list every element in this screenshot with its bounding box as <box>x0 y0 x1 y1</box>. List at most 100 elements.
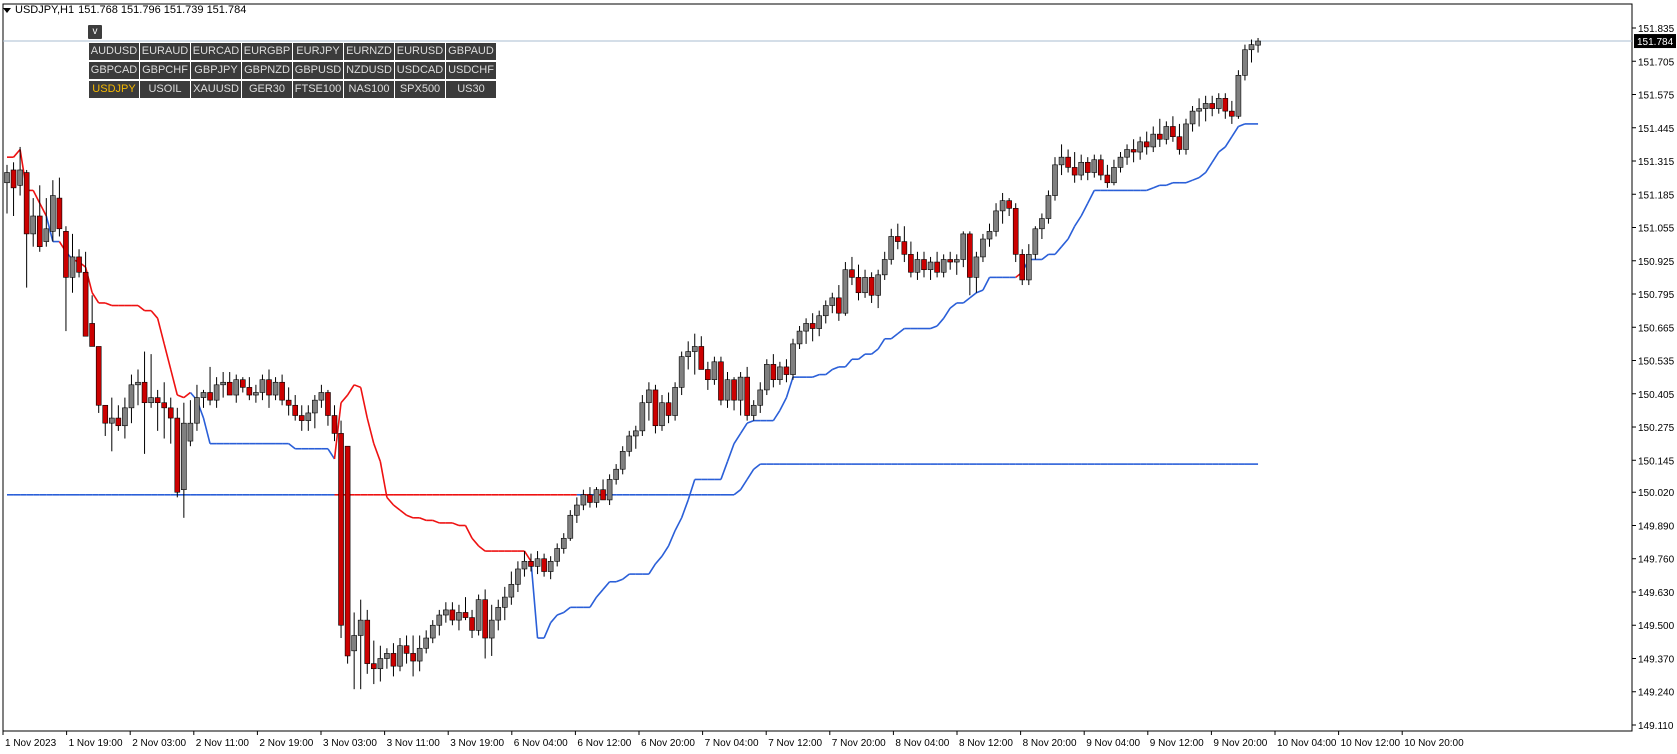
candle <box>953 254 960 275</box>
trail-line-1-segment <box>825 368 833 376</box>
y-tick-label: 150.795 <box>1638 290 1675 301</box>
symbol-button-usdjpy[interactable]: USDJPY <box>89 81 139 98</box>
symbol-button-ger30[interactable]: GER30 <box>242 81 292 98</box>
candle-body <box>1229 110 1235 117</box>
trail-line-1-segment <box>674 517 683 531</box>
candle-body <box>1209 103 1215 109</box>
chart-frame <box>2 3 1633 732</box>
x-tick-label: 9 Nov 20:00 <box>1213 738 1267 749</box>
symbol-button-eurcad[interactable]: EURCAD <box>191 43 241 60</box>
candle-body <box>894 236 901 242</box>
panel-collapse-button[interactable]: v <box>88 25 102 39</box>
candle <box>331 405 338 442</box>
trail-line-1-segment <box>12 148 21 158</box>
candle-body <box>148 397 154 404</box>
current-price-tag <box>1634 34 1676 49</box>
trail-line-1-segment <box>871 348 879 355</box>
symbol-button-ftse100[interactable]: FTSE100 <box>293 81 343 98</box>
candle-body <box>456 612 462 621</box>
symbol-button-us30[interactable]: US30 <box>446 81 496 98</box>
candle-body <box>875 274 881 296</box>
trail-line-1-segment <box>877 338 886 350</box>
trail-line-2-segment <box>746 468 755 480</box>
symbol-button-eurnzd[interactable]: EURNZD <box>344 43 394 60</box>
candle-body <box>167 407 174 419</box>
candle-body <box>921 259 927 271</box>
trail-line-1-segment <box>137 304 146 312</box>
symbol-button-usdchf[interactable]: USDCHF <box>446 62 496 79</box>
candle <box>1098 154 1104 181</box>
candle-body <box>109 417 115 424</box>
candle-body <box>718 361 724 401</box>
symbol-button-eurgbp[interactable]: EURGBP <box>242 43 292 60</box>
symbol-button-gbpusd[interactable]: GBPUSD <box>293 62 343 79</box>
candle <box>1150 126 1157 153</box>
candle-body <box>259 379 266 393</box>
candle <box>960 231 967 268</box>
candle-body <box>1006 200 1012 209</box>
candle-body <box>803 323 809 332</box>
candle-body <box>953 259 960 263</box>
candle <box>102 404 109 436</box>
candle <box>1058 144 1065 176</box>
candle <box>501 586 508 621</box>
candle <box>397 638 403 672</box>
candle-body <box>194 397 200 424</box>
trail-line-1-segment <box>359 387 369 419</box>
y-tick-label: 150.925 <box>1638 257 1675 268</box>
candle-body <box>999 200 1006 212</box>
trail-line-1-segment <box>936 317 945 327</box>
symbol-button-usdcad[interactable]: USDCAD <box>395 62 445 79</box>
trail-line-1-segment <box>589 596 598 608</box>
candle-body <box>1163 126 1170 140</box>
trail-line-1-segment <box>163 343 172 370</box>
candle-body <box>1084 161 1091 173</box>
candle-body <box>351 635 357 652</box>
symbol-button-gbpcad[interactable]: GBPCAD <box>89 62 139 79</box>
candle-body <box>829 297 836 306</box>
symbol-button-gbpjpy[interactable]: GBPJPY <box>191 62 241 79</box>
trail-line-1-segment <box>930 325 938 330</box>
symbol-button-euraud[interactable]: EURAUD <box>140 43 190 60</box>
candle-body <box>993 210 999 232</box>
candle <box>934 251 940 278</box>
symbol-button-eurusd[interactable]: EURUSD <box>395 43 445 60</box>
candle-body <box>849 269 855 278</box>
candle-body <box>1058 156 1065 166</box>
trail-line-1-segment <box>45 215 54 242</box>
symbol-button-gbpnzd[interactable]: GBPNZD <box>242 62 292 79</box>
symbol-button-audusd[interactable]: AUDUSD <box>89 43 139 60</box>
x-tick-label: 7 Nov 04:00 <box>705 738 759 749</box>
candle <box>469 609 475 639</box>
trail-line-1-segment <box>1073 215 1082 227</box>
candle <box>1202 95 1209 122</box>
symbol-button-nzdusd[interactable]: NZDUSD <box>344 62 394 79</box>
symbol-button-gbpchf[interactable]: GBPCHF <box>140 62 190 79</box>
trail-line-1-segment <box>530 561 539 639</box>
candle <box>881 251 888 280</box>
candle <box>1170 116 1176 142</box>
candle <box>443 602 449 623</box>
candle-body <box>901 241 908 255</box>
symbol-button-gbpaud[interactable]: GBPAUD <box>446 43 496 60</box>
trail-line-1-segment <box>648 563 657 575</box>
candle-body <box>4 172 10 184</box>
candle <box>829 292 836 314</box>
candle <box>1032 226 1039 260</box>
symbol-button-xauusd[interactable]: XAUUSD <box>191 81 241 98</box>
trail-line-1-segment <box>890 333 899 340</box>
symbol-button-usoil[interactable]: USOIL <box>140 81 190 98</box>
candle-body <box>181 422 187 490</box>
candle-body <box>370 663 377 670</box>
y-tick-label: 151.445 <box>1638 124 1675 135</box>
candle-body <box>521 561 528 570</box>
symbol-button-eurjpy[interactable]: EURJPY <box>293 43 343 60</box>
candle <box>783 359 790 383</box>
trail-line-1-segment <box>150 310 159 319</box>
chevron-down-icon[interactable] <box>3 7 11 13</box>
symbol-button-spx500[interactable]: SPX500 <box>395 81 445 98</box>
trail-line-1-segment <box>1041 253 1049 261</box>
symbol-button-nas100[interactable]: NAS100 <box>344 81 394 98</box>
candle-body <box>410 653 416 662</box>
